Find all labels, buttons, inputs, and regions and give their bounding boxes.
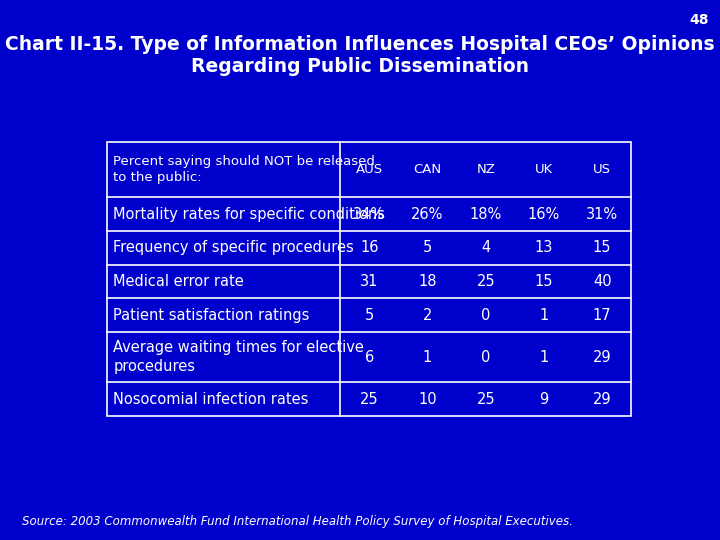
Text: US: US xyxy=(593,163,611,176)
Text: UK: UK xyxy=(535,163,553,176)
Text: 0: 0 xyxy=(481,350,490,364)
Text: 1: 1 xyxy=(423,350,432,364)
Text: 9: 9 xyxy=(539,392,549,407)
Text: 16%: 16% xyxy=(528,207,560,221)
Text: 25: 25 xyxy=(360,392,379,407)
Text: 1: 1 xyxy=(539,350,549,364)
Text: Patient satisfaction ratings: Patient satisfaction ratings xyxy=(114,308,310,322)
Text: 31: 31 xyxy=(360,274,379,289)
Text: 6: 6 xyxy=(364,350,374,364)
Text: 40: 40 xyxy=(593,274,611,289)
Text: 29: 29 xyxy=(593,392,611,407)
Text: 31%: 31% xyxy=(586,207,618,221)
Text: AUS: AUS xyxy=(356,163,383,176)
Text: 34%: 34% xyxy=(354,207,385,221)
Text: 5: 5 xyxy=(364,308,374,322)
Text: 1: 1 xyxy=(539,308,549,322)
Text: 2: 2 xyxy=(423,308,432,322)
Text: Frequency of specific procedures: Frequency of specific procedures xyxy=(114,240,354,255)
Text: 0: 0 xyxy=(481,308,490,322)
Text: 16: 16 xyxy=(360,240,379,255)
Text: 4: 4 xyxy=(481,240,490,255)
Text: Source: 2003 Commonwealth Fund International Health Policy Survey of Hospital Ex: Source: 2003 Commonwealth Fund Internati… xyxy=(22,515,572,528)
Text: 15: 15 xyxy=(593,240,611,255)
Text: 29: 29 xyxy=(593,350,611,364)
Text: 13: 13 xyxy=(535,240,553,255)
Text: 26%: 26% xyxy=(411,207,444,221)
Text: 17: 17 xyxy=(593,308,611,322)
Text: 18%: 18% xyxy=(469,207,502,221)
Text: Percent saying should NOT be released
to the public:: Percent saying should NOT be released to… xyxy=(114,155,375,184)
Text: 25: 25 xyxy=(477,392,495,407)
Text: Chart II-15. Type of Information Influences Hospital CEOs’ Opinions
Regarding Pu: Chart II-15. Type of Information Influen… xyxy=(5,35,715,76)
Text: Average waiting times for elective
procedures: Average waiting times for elective proce… xyxy=(114,340,364,374)
Text: 25: 25 xyxy=(477,274,495,289)
Text: NZ: NZ xyxy=(476,163,495,176)
Text: Nosocomial infection rates: Nosocomial infection rates xyxy=(114,392,309,407)
Text: Medical error rate: Medical error rate xyxy=(114,274,244,289)
Text: 5: 5 xyxy=(423,240,432,255)
Text: Mortality rates for specific conditions: Mortality rates for specific conditions xyxy=(114,207,385,221)
Text: 10: 10 xyxy=(418,392,437,407)
Text: 15: 15 xyxy=(535,274,553,289)
Bar xyxy=(107,141,631,416)
Text: CAN: CAN xyxy=(413,163,441,176)
Text: 48: 48 xyxy=(690,14,709,28)
Text: 18: 18 xyxy=(418,274,437,289)
